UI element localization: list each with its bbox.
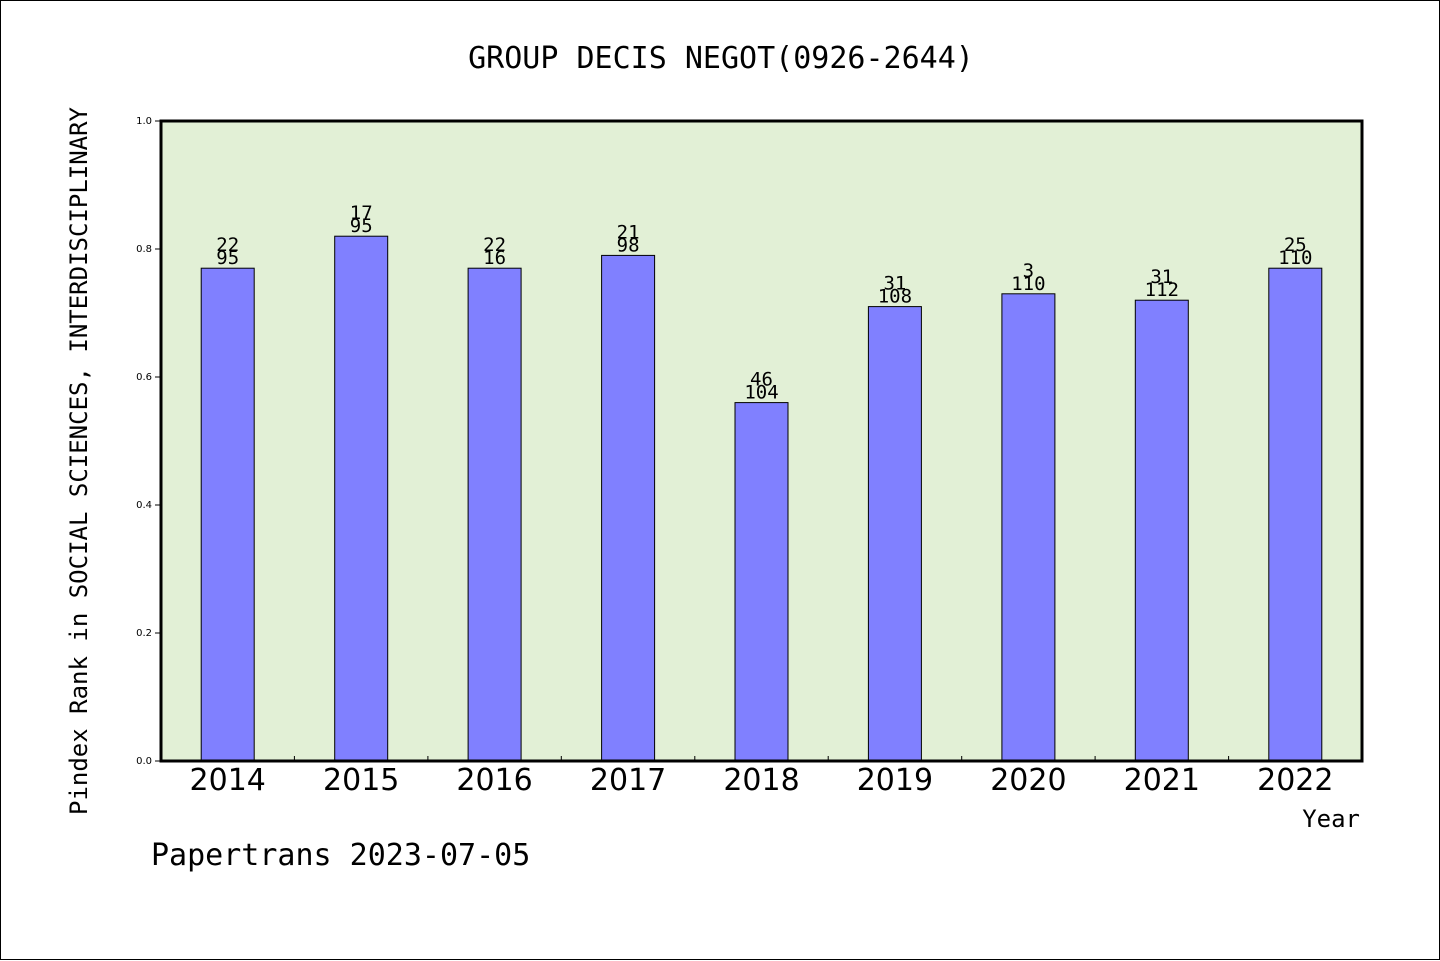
plot-border [159,119,1364,763]
x-tick-label-2017: 2017 [590,763,666,798]
bar-label-top-2018: 46 [750,369,773,391]
x-tick-label-2014: 2014 [190,763,266,798]
bar-label-bottom-2017: 98 [617,234,640,256]
bar-2021 [1134,299,1189,762]
y-tick-label-2: 0.4 [136,500,152,511]
bar-label-bottom-2021: 112 [1145,279,1179,301]
y-axis: 0.0 0.2 0.4 0.6 0.8 1.0 [136,116,161,767]
x-tick-label-2021: 2021 [1124,763,1200,798]
y-tick-label-4: 0.8 [136,244,152,255]
x-tick-label-2018: 2018 [723,763,799,798]
bars-group [200,235,1323,762]
x-tick-label-2019: 2019 [857,763,933,798]
bar-2020 [1001,293,1056,762]
chart-title: GROUP DECIS NEGOT(0926-2644) [468,41,974,76]
y-axis-label: Pindex Rank in SOCIAL SCIENCES, INTERDIS… [65,106,93,815]
x-axis: 2014 2015 2016 2017 2018 2019 2020 2021 2022 [190,756,1333,798]
bar-2014 [200,267,255,762]
bar-label-top-2019: 31 [883,273,906,295]
x-tick-label-2015: 2015 [323,763,399,798]
bar-label-top-2017: 21 [617,221,640,243]
bar-label-top-2022: 25 [1284,234,1307,256]
bar-2015 [334,235,389,762]
bar-label-bottom-2020: 110 [1011,273,1045,295]
y-tick-label-0: 0.0 [136,756,152,767]
bar-2022 [1268,267,1323,762]
y-tick-label-1: 0.2 [136,628,152,639]
bar-label-bottom-2016: 16 [483,247,506,269]
bar-2016 [467,267,522,762]
x-tick-label-2022: 2022 [1257,763,1333,798]
x-axis-label: Year [1302,805,1360,833]
bar-label-bottom-2019: 108 [878,286,912,308]
bar-label-bottom-2022: 110 [1278,247,1312,269]
bar-2017 [601,254,656,762]
bar-label-top-2014: 22 [216,234,239,256]
bar-label-top-2020: 3 [1023,260,1034,282]
bar-label-top-2015: 17 [350,202,373,224]
bar-2018 [734,402,789,762]
y-tick-label-5: 1.0 [136,116,152,127]
x-tick-label-2016: 2016 [456,763,532,798]
footer-credit: Papertrans 2023-07-05 [151,838,530,873]
bar-label-bottom-2014: 95 [216,247,239,269]
x-tick-label-2020: 2020 [990,763,1066,798]
bar-label-bottom-2015: 95 [350,215,373,237]
bar-label-top-2016: 22 [483,234,506,256]
bar-2019 [867,306,922,762]
y-tick-label-3: 0.6 [136,372,152,383]
bar-label-top-2021: 31 [1150,266,1173,288]
bar-label-bottom-2018: 104 [744,382,778,404]
